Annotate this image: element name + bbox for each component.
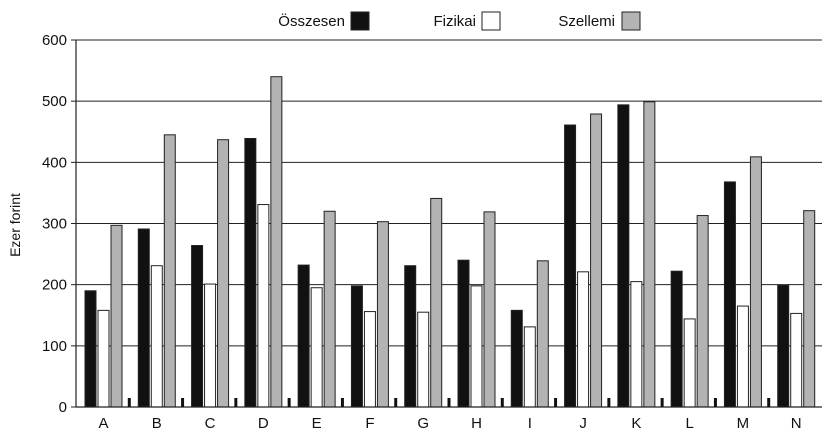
bar-fizikai-n [790, 312, 803, 408]
y-tick-label: 0 [59, 399, 67, 416]
bar-fizikai-i [523, 326, 536, 408]
bar-szellemi-f [376, 221, 389, 408]
bar-összesen-d [244, 137, 257, 408]
bar-szellemi-n [803, 210, 816, 408]
x-tick-label: J [579, 415, 587, 431]
bar-fizikai-b [150, 265, 163, 408]
legend-label-összesen: Összesen [278, 12, 345, 30]
y-tick-label: 600 [42, 32, 67, 49]
bar-összesen-k [617, 104, 630, 408]
x-tick-label: M [737, 415, 750, 431]
x-tick-label: F [365, 415, 374, 431]
bar-szellemi-c [217, 139, 230, 408]
y-tick-label: 100 [42, 338, 67, 355]
bar-fizikai-c [204, 283, 217, 408]
gridlines [76, 39, 822, 347]
y-tick-label: 300 [42, 216, 67, 233]
x-tick-label: N [791, 415, 802, 431]
x-tick-label: A [98, 415, 108, 431]
bar-fizikai-d [257, 204, 270, 408]
bar-fizikai-a [97, 309, 110, 408]
bar-összesen-h [457, 259, 470, 408]
bar-fizikai-h [470, 285, 483, 408]
bar-szellemi-h [483, 211, 496, 408]
bar-fizikai-j [577, 271, 590, 408]
bar-összesen-g [404, 265, 417, 408]
bar-összesen-m [723, 181, 736, 408]
bar-szellemi-i [536, 260, 549, 408]
legend-swatch-fizikai [481, 11, 501, 31]
bar-fizikai-g [417, 311, 430, 408]
bar-fizikai-k [630, 281, 643, 408]
y-tick-label: 200 [42, 277, 67, 294]
legend-label-szellemi: Szellemi [558, 13, 615, 30]
bar-összesen-e [297, 264, 310, 408]
bar-fizikai-m [736, 305, 749, 408]
legend: Összesen Fizikai Szellemi [278, 11, 641, 31]
x-tick-labels: A B C D E F G H I J K L M N [98, 415, 801, 431]
y-tick-labels: 0 100 200 300 400 500 600 [42, 32, 76, 416]
bar-fizikai-f [363, 311, 376, 408]
legend-swatch-szellemi [621, 11, 641, 31]
bar-fizikai-e [310, 287, 323, 408]
bar-szellemi-e [323, 210, 336, 408]
bar-összesen-i [510, 309, 523, 408]
x-tick-label: K [631, 415, 641, 431]
x-tick-label: H [471, 415, 482, 431]
y-axis-label: Ezer forint [7, 193, 23, 257]
x-tick-label: L [685, 415, 693, 431]
y-tick-label: 400 [42, 154, 67, 171]
bar-fizikai-l [683, 318, 696, 408]
legend-swatch-összesen [350, 11, 370, 31]
bar-szellemi-m [749, 156, 762, 408]
bar-összesen-n [777, 284, 790, 408]
bar-szellemi-g [430, 197, 443, 408]
bar-összesen-c [191, 245, 204, 408]
x-tick-label: D [258, 415, 269, 431]
bar-összesen-f [350, 285, 363, 408]
x-tick-label: E [312, 415, 322, 431]
bar-összesen-a [84, 290, 97, 408]
bar-szellemi-a [110, 224, 123, 408]
bars [84, 76, 816, 408]
x-tick-label: G [417, 415, 429, 431]
bar-szellemi-k [643, 101, 656, 408]
bar-szellemi-l [696, 215, 709, 408]
bar-szellemi-j [590, 113, 603, 408]
bar-összesen-j [564, 124, 577, 408]
bar-összesen-l [670, 270, 683, 408]
x-tick-label: C [205, 415, 216, 431]
bar-összesen-b [137, 228, 150, 408]
x-tick-label: B [152, 415, 162, 431]
bar-szellemi-b [163, 134, 176, 408]
legend-label-fizikai: Fizikai [433, 13, 476, 30]
bar-szellemi-d [270, 76, 283, 408]
x-tick-label: I [528, 415, 532, 431]
y-tick-label: 500 [42, 93, 67, 110]
